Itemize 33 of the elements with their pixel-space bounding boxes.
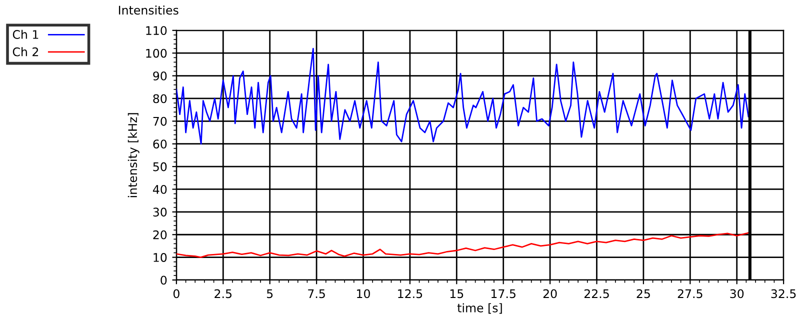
- x-tick-label: 20: [543, 289, 557, 298]
- x-tick-label: 32.5: [771, 289, 796, 298]
- line-series: [176, 232, 751, 258]
- x-tick-label: 2.5: [214, 289, 232, 298]
- x-axis-title: time [s]: [457, 303, 502, 314]
- x-tick-label: 7.5: [308, 289, 325, 298]
- y-tick-label: 10: [154, 253, 167, 262]
- legend-label: Ch 1: [12, 30, 38, 39]
- y-tick-label: 20: [153, 230, 167, 240]
- x-tick-label: 12.5: [398, 289, 422, 298]
- y-axis-title: intensity [kHz]: [128, 113, 140, 198]
- y-tick-label: 60: [153, 140, 167, 149]
- x-tick-label: 10: [357, 289, 370, 298]
- x-tick-label: 30: [730, 289, 744, 298]
- line-series: [176, 48, 750, 145]
- x-tick-label: 17.5: [492, 289, 516, 298]
- y-tick-label: 70: [153, 116, 167, 126]
- y-tick-label: 100: [146, 48, 167, 58]
- x-tick-label: 0: [173, 289, 180, 298]
- x-tick-label: 25: [636, 289, 650, 298]
- x-tick-label: 5: [267, 289, 273, 298]
- y-tick-label: 90: [153, 72, 167, 80]
- x-tick-label: 22.5: [584, 289, 609, 298]
- legend-label: Ch 2: [12, 47, 38, 56]
- y-tick-label: 30: [153, 208, 167, 217]
- y-tick-label: 110: [146, 26, 167, 36]
- y-tick-label: 40: [152, 184, 167, 194]
- x-tick-label: 15: [450, 289, 464, 298]
- y-tick-label: 80: [153, 94, 167, 104]
- x-tick-label: 27.5: [678, 289, 702, 298]
- y-tick-label: 0: [160, 276, 167, 285]
- y-tick-label: 50: [153, 162, 167, 172]
- chart-title: Intensities: [118, 5, 178, 15]
